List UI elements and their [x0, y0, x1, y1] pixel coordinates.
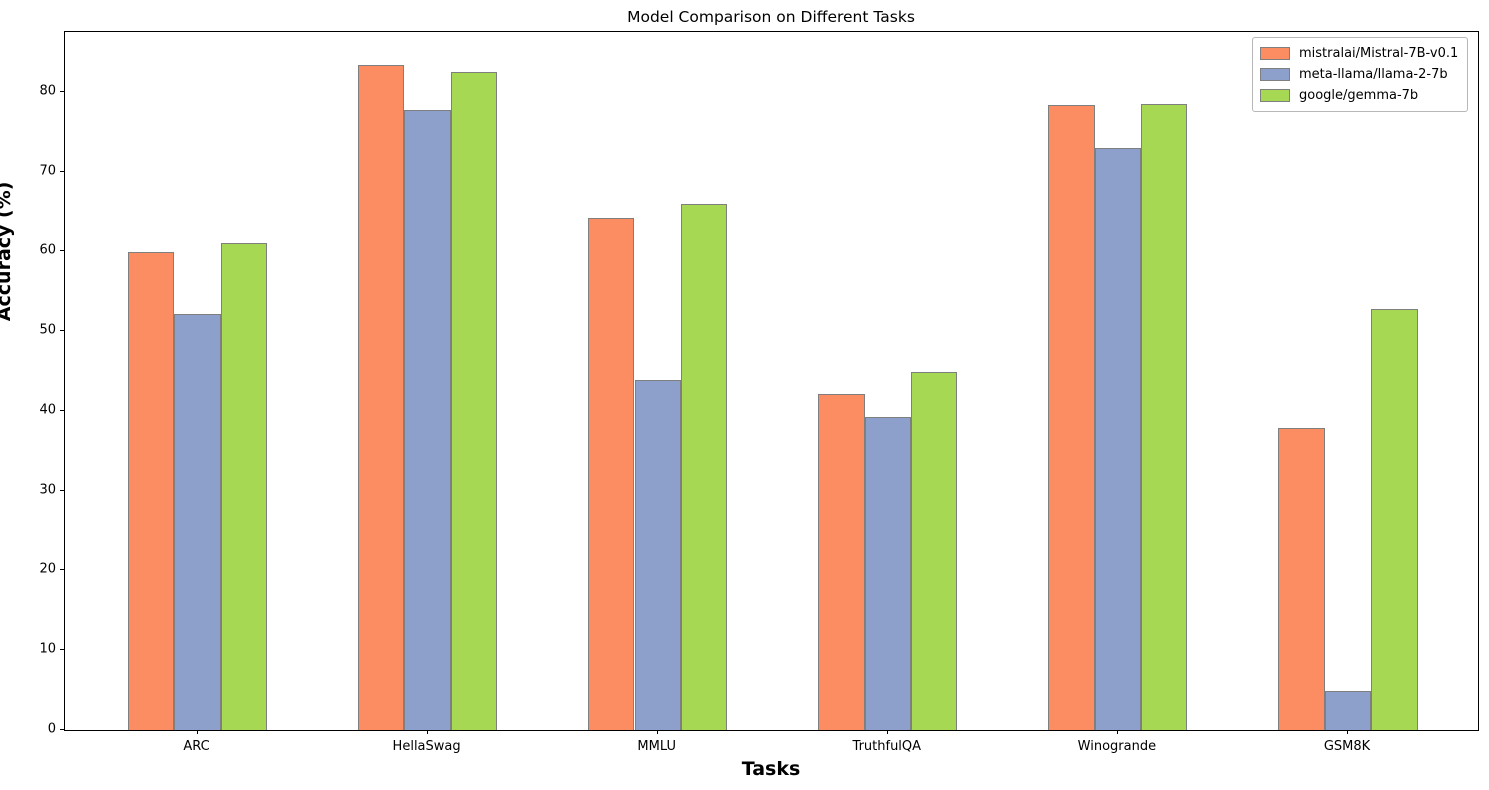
x-tick-label-hellaswag: HellaSwag: [392, 739, 461, 754]
legend-label: meta-llama/llama-2-7b: [1299, 67, 1448, 82]
y-tick-mark-80: [60, 90, 64, 92]
bar-truthfulqa-series-2: [911, 371, 958, 730]
y-tick-mark-20: [60, 569, 64, 571]
y-tick-label-80: 80: [39, 83, 56, 99]
legend-swatch-icon: [1260, 89, 1290, 102]
legend: mistralai/Mistral-7B-v0.1 meta-llama/llam…: [1252, 37, 1469, 112]
y-tick-mark-50: [60, 330, 64, 332]
bar-winogrande-series-0: [1048, 104, 1095, 730]
y-tick-label-70: 70: [39, 163, 56, 179]
bar-gsm8k-series-2: [1371, 308, 1418, 730]
x-tick-mark-winogrande: [1116, 730, 1118, 734]
x-tick-mark-arc: [196, 730, 198, 734]
bar-gsm8k-series-0: [1278, 428, 1325, 730]
legend-label: google/gemma-7b: [1299, 88, 1419, 103]
bar-winogrande-series-2: [1141, 103, 1188, 730]
legend-entry-1: meta-llama/llama-2-7b: [1260, 64, 1458, 85]
bar-arc-series-1: [174, 314, 221, 730]
x-tick-mark-hellaswag: [426, 730, 428, 734]
x-tick-mark-truthfulqa: [886, 730, 888, 734]
x-axis-label: Tasks: [741, 758, 801, 780]
x-tick-label-mmlu: MMLU: [637, 739, 676, 754]
x-tick-label-arc: ARC: [183, 739, 210, 754]
y-tick-mark-60: [60, 250, 64, 252]
y-tick-mark-30: [60, 489, 64, 491]
y-tick-mark-40: [60, 409, 64, 411]
bar-hellaswag-series-1: [404, 110, 451, 730]
bar-arc-series-0: [127, 251, 175, 730]
y-tick-label-20: 20: [39, 561, 56, 577]
y-axis-label: Accuracy (%): [0, 181, 15, 322]
bar-hellaswag-series-2: [450, 71, 498, 730]
legend-swatch-icon: [1260, 47, 1290, 60]
bar-gsm8k-series-1: [1324, 690, 1372, 730]
y-tick-mark-70: [60, 170, 64, 172]
plot-area: [64, 31, 1479, 731]
y-tick-label-50: 50: [39, 322, 56, 338]
x-tick-mark-gsm8k: [1347, 730, 1348, 734]
y-tick-mark-10: [60, 649, 64, 651]
bar-winogrande-series-1: [1094, 147, 1142, 730]
bar-mmlu-series-1: [634, 379, 681, 730]
bar-truthfulqa-series-0: [818, 393, 865, 730]
bar-mmlu-series-2: [680, 203, 728, 730]
x-tick-label-truthfulqa: TruthfulQA: [852, 739, 922, 754]
y-tick-label-40: 40: [39, 402, 56, 418]
legend-entry-0: mistralai/Mistral-7B-v0.1: [1260, 43, 1458, 64]
y-tick-label-0: 0: [47, 721, 56, 737]
y-tick-label-30: 30: [39, 482, 56, 498]
bar-mmlu-series-0: [588, 218, 635, 730]
y-tick-label-60: 60: [39, 242, 56, 258]
y-tick-mark-0: [60, 729, 64, 730]
bar-hellaswag-series-0: [358, 65, 405, 730]
bar-arc-series-2: [220, 242, 268, 730]
legend-swatch-icon: [1260, 68, 1290, 81]
legend-label: mistralai/Mistral-7B-v0.1: [1299, 46, 1459, 61]
x-tick-label-gsm8k: GSM8K: [1323, 739, 1371, 754]
x-tick-mark-mmlu: [656, 730, 658, 734]
chart-title: Model Comparison on Different Tasks: [627, 8, 915, 26]
y-tick-label-10: 10: [39, 641, 56, 657]
bar-truthfulqa-series-1: [864, 416, 911, 730]
legend-entry-2: google/gemma-7b: [1260, 85, 1458, 106]
x-tick-label-winogrande: Winogrande: [1077, 739, 1157, 754]
